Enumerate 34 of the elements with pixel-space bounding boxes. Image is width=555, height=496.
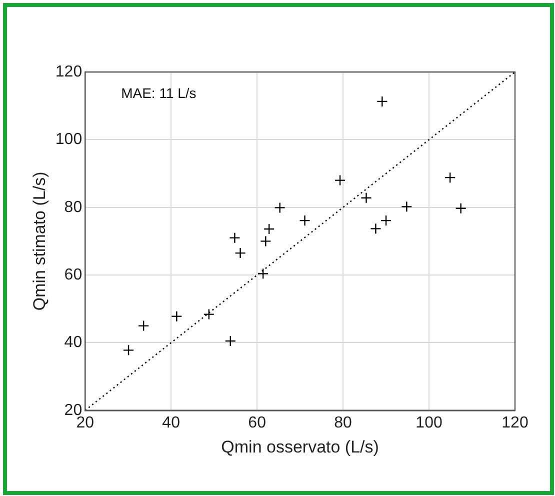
y-tick-label: 60 [64, 266, 82, 284]
x-tick-label: 40 [162, 414, 180, 432]
point [334, 174, 346, 186]
x-tick-label: 120 [502, 414, 528, 432]
point [376, 96, 388, 108]
point [455, 202, 466, 214]
x-tick-label: 80 [334, 414, 352, 432]
x-tick-label: 60 [248, 414, 266, 432]
point [299, 214, 310, 226]
y-tick-label: 100 [55, 131, 82, 148]
point [229, 232, 240, 244]
x-tick-label: 20 [76, 414, 94, 432]
point [224, 335, 236, 347]
point [444, 172, 456, 184]
y-axis-title: Qmin stimato (L/s) [30, 172, 49, 311]
annotation: MAE: 11 L/s [121, 84, 196, 101]
x-axis-title: Qmin osservato (L/s) [221, 437, 379, 456]
y-tick-label: 40 [64, 334, 82, 352]
point [380, 214, 392, 226]
point [360, 192, 372, 204]
point [203, 308, 215, 320]
point [171, 310, 182, 322]
point [257, 268, 269, 280]
point [122, 344, 134, 356]
point [274, 202, 286, 214]
point [260, 236, 272, 247]
point [234, 247, 246, 259]
point [138, 320, 150, 332]
point [370, 223, 382, 234]
y-tick-label: 80 [64, 198, 82, 216]
point [401, 201, 412, 212]
x-tick-label: 100 [416, 414, 442, 432]
y-tick-label: 120 [55, 63, 82, 80]
point [263, 223, 275, 235]
